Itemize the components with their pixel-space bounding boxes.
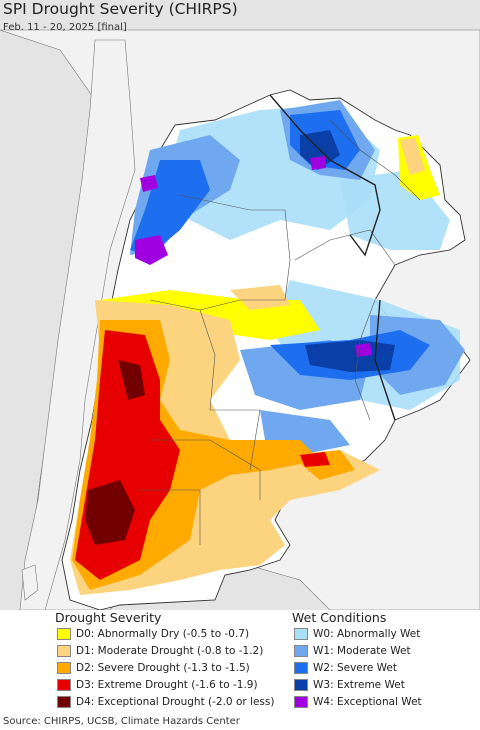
d1-ne <box>400 138 425 175</box>
legend-item-d2: D2: Severe Drought (-1.3 to -1.5) <box>57 661 250 675</box>
d0-swatch <box>57 628 71 640</box>
w4-center <box>355 343 372 357</box>
wet-legend-title: Wet Conditions <box>292 610 387 625</box>
legend-item-d0: D0: Abnormally Dry (-0.5 to -0.7) <box>57 627 249 641</box>
drought-map <box>0 0 480 610</box>
drought-legend-title: Drought Severity <box>55 610 162 625</box>
d1-swatch <box>57 645 71 657</box>
d3-swatch <box>57 679 71 691</box>
w3-center <box>305 340 395 372</box>
d4-swatch <box>57 696 71 708</box>
map-subtitle: Feb. 11 - 20, 2025 [final] <box>3 22 127 33</box>
w4-paraguay <box>310 156 326 170</box>
d4-north <box>118 360 145 400</box>
legend-item-d1: D1: Moderate Drought (-0.8 to -1.2) <box>57 644 263 658</box>
national-borders <box>269 94 396 421</box>
w2-swatch <box>294 662 308 674</box>
legend-item-w3: W3: Extreme Wet <box>294 678 405 692</box>
w3-swatch <box>294 679 308 691</box>
w4-north1 <box>140 175 158 192</box>
d2-swatch <box>57 662 71 674</box>
w1-swatch <box>294 645 308 657</box>
d1-center <box>230 285 290 310</box>
w4-north2 <box>135 235 168 265</box>
w4-swatch <box>294 696 308 708</box>
legend-item-w0: W0: Abnormally Wet <box>294 627 420 641</box>
legend-item-w4: W4: Exceptional Wet <box>294 695 422 709</box>
w0-swatch <box>294 628 308 640</box>
wet-areas <box>130 100 465 455</box>
chiloe-island <box>21 564 39 601</box>
legend-item-w2: W2: Severe Wet <box>294 661 397 675</box>
legend-item-d4: D4: Exceptional Drought (-2.0 or less) <box>57 695 274 709</box>
d3-se <box>300 452 330 467</box>
d4-west <box>85 480 135 545</box>
dry-areas <box>70 135 440 595</box>
legend-item-w1: W1: Moderate Wet <box>294 644 411 658</box>
chile-land <box>19 39 136 610</box>
map-title: SPI Drought Severity (CHIRPS) <box>3 0 238 18</box>
legend: Drought Severity Wet Conditions D0: Abno… <box>0 610 480 710</box>
legend-item-d3: D3: Extreme Drought (-1.6 to -1.9) <box>57 678 258 692</box>
source-credit: Source: CHIRPS, UCSB, Climate Hazards Ce… <box>3 716 240 727</box>
w2-north <box>130 160 210 255</box>
